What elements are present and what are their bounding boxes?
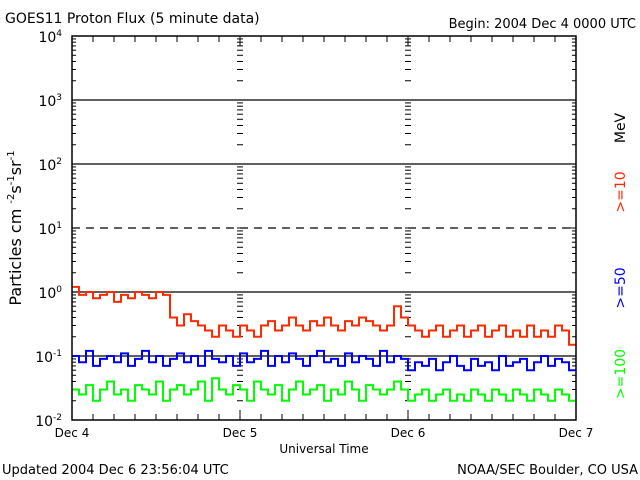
legend-label: MeV	[613, 112, 629, 143]
y-tick-label: 103	[38, 93, 62, 110]
chart-title: GOES11 Proton Flux (5 minute data)	[5, 11, 260, 27]
x-axis-label: Universal Time	[279, 442, 368, 456]
legend-label: >=10	[613, 171, 629, 212]
y-tick-label: 100	[38, 285, 62, 302]
begin-time: Begin: 2004 Dec 4 0000 UTC	[449, 17, 636, 32]
y-axis-label: Particles cm -2s-1sr-1	[6, 150, 25, 305]
x-tick-labels: Dec 4 Dec 5 Dec 6 Dec 7	[55, 426, 594, 440]
legend-label: >=50	[613, 267, 629, 308]
x-tick-label: Dec 7	[559, 426, 594, 440]
y-tick-label: 10-1	[35, 349, 62, 366]
y-tick-label: 10-2	[35, 413, 62, 430]
x-tick-label: Dec 4	[55, 426, 90, 440]
source-credit: NOAA/SEC Boulder, CO USA	[457, 463, 638, 478]
legend-label: >=100	[613, 349, 629, 399]
series-lines	[72, 285, 576, 402]
series-line-10	[72, 285, 576, 346]
y-tick-label: 104	[38, 29, 62, 46]
y-tick-labels: 104 103 102 101 100 10-1 10-2	[35, 29, 62, 430]
y-tick-label: 101	[38, 221, 62, 238]
y-tick-label: 102	[38, 157, 62, 174]
series-line-100	[72, 377, 576, 402]
updated-time: Updated 2004 Dec 6 23:56:04 UTC	[2, 463, 229, 478]
x-tick-label: Dec 5	[223, 426, 258, 440]
legend: MeV >=10 >=50 >=100	[613, 112, 629, 399]
series-line-50	[72, 349, 576, 372]
plot-frame	[71, 35, 577, 421]
x-tick-label: Dec 6	[391, 426, 426, 440]
